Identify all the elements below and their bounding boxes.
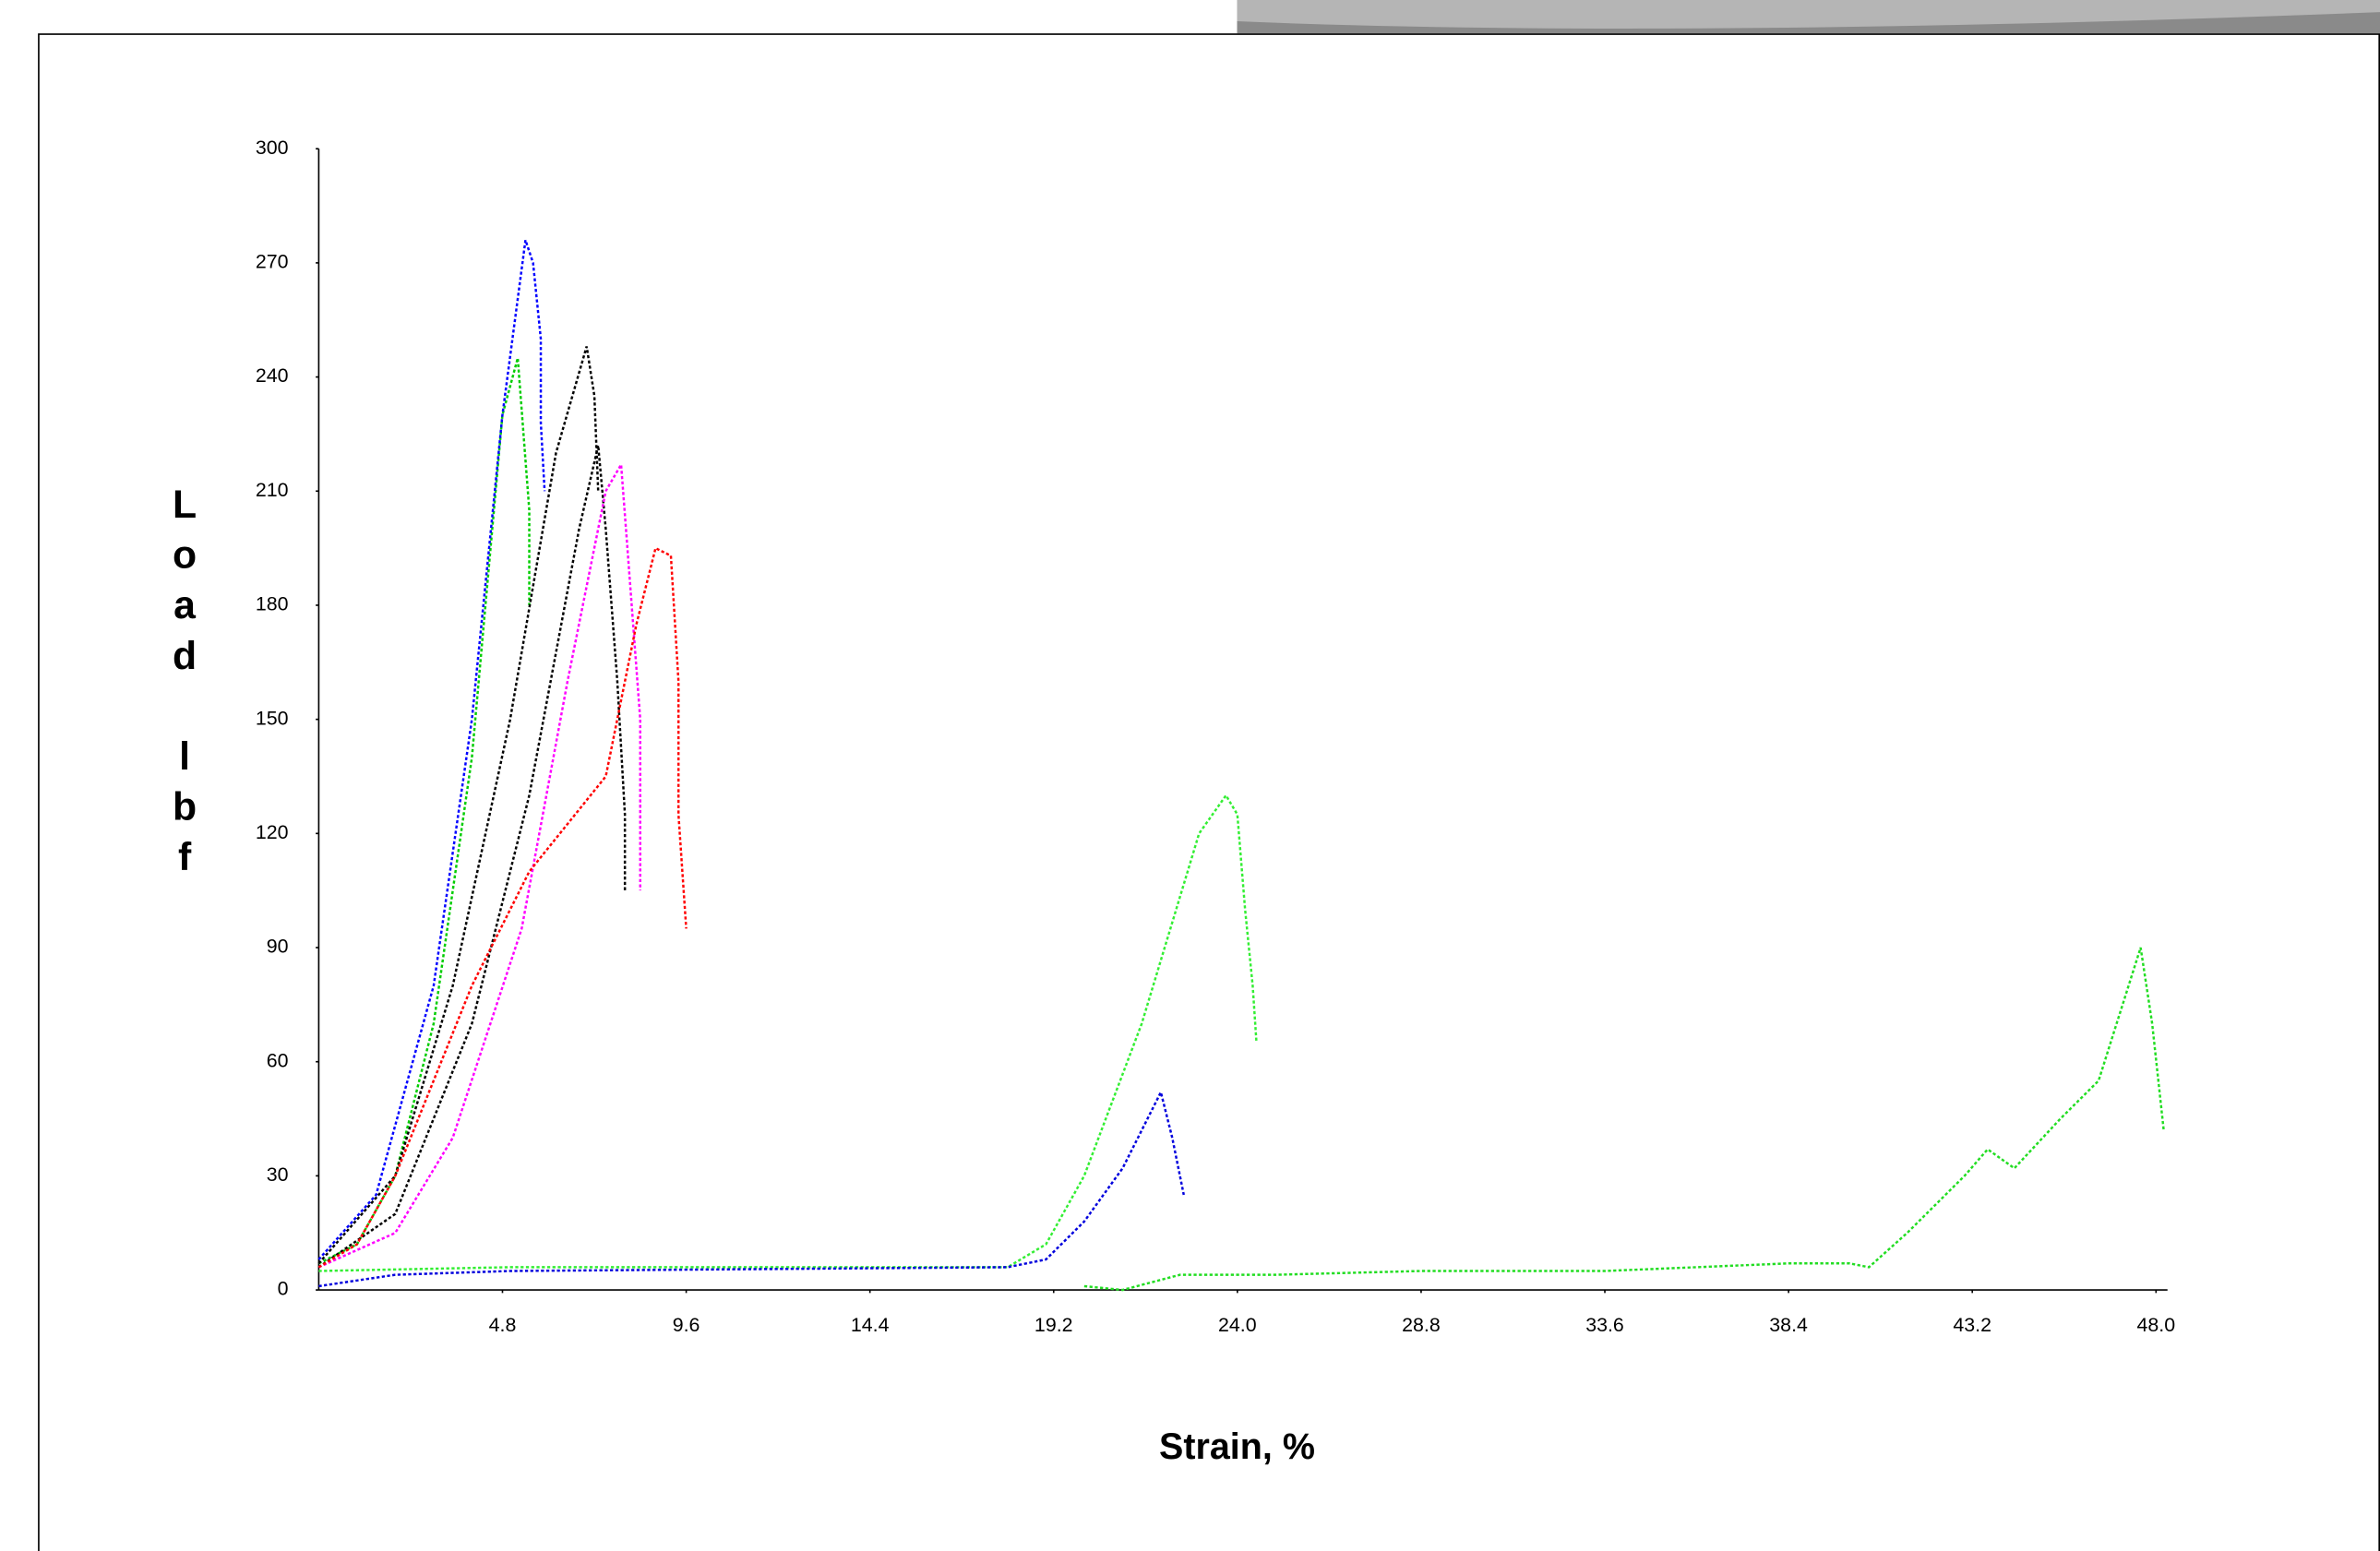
y-tick-label: 240 [256, 364, 289, 387]
x-axis-title: Strain, % [1159, 1426, 1315, 1467]
y-axis-title: Load lbf [162, 483, 207, 886]
x-tick-label: 48.0 [2136, 1314, 2175, 1336]
y-tick-label: 210 [256, 479, 289, 501]
photo-highlight [1237, 0, 2380, 29]
series-line [317, 239, 546, 1260]
y-tick-label: 180 [256, 593, 289, 615]
series-line [1083, 947, 2165, 1292]
x-tick-label: 4.8 [489, 1314, 517, 1336]
x-tick-label: 33.6 [1585, 1314, 1624, 1336]
x-tick-label: 24.0 [1218, 1314, 1257, 1336]
y-tick-label: 120 [256, 821, 289, 843]
x-tick-label: 9.6 [673, 1314, 700, 1336]
series-line [317, 445, 627, 1269]
series-line [317, 346, 600, 1265]
y-tick-label: 150 [256, 707, 289, 729]
x-tick-label: 19.2 [1035, 1314, 1073, 1336]
x-tick-label: 28.8 [1402, 1314, 1441, 1336]
series-line [317, 546, 688, 1269]
y-tick-label: 30 [267, 1163, 289, 1186]
y-tick-label: 60 [267, 1049, 289, 1071]
y-tick-label: 90 [267, 936, 289, 958]
x-tick-label: 43.2 [1953, 1314, 1991, 1336]
series-line [317, 460, 641, 1269]
y-tick-label: 270 [256, 251, 289, 273]
chart-frame [38, 33, 2380, 1551]
y-tick-label: 0 [278, 1278, 289, 1300]
x-tick-label: 38.4 [1769, 1314, 1808, 1336]
y-tick-label: 300 [256, 137, 289, 159]
series-line [318, 1089, 1185, 1288]
x-tick-label: 14.4 [851, 1314, 890, 1336]
